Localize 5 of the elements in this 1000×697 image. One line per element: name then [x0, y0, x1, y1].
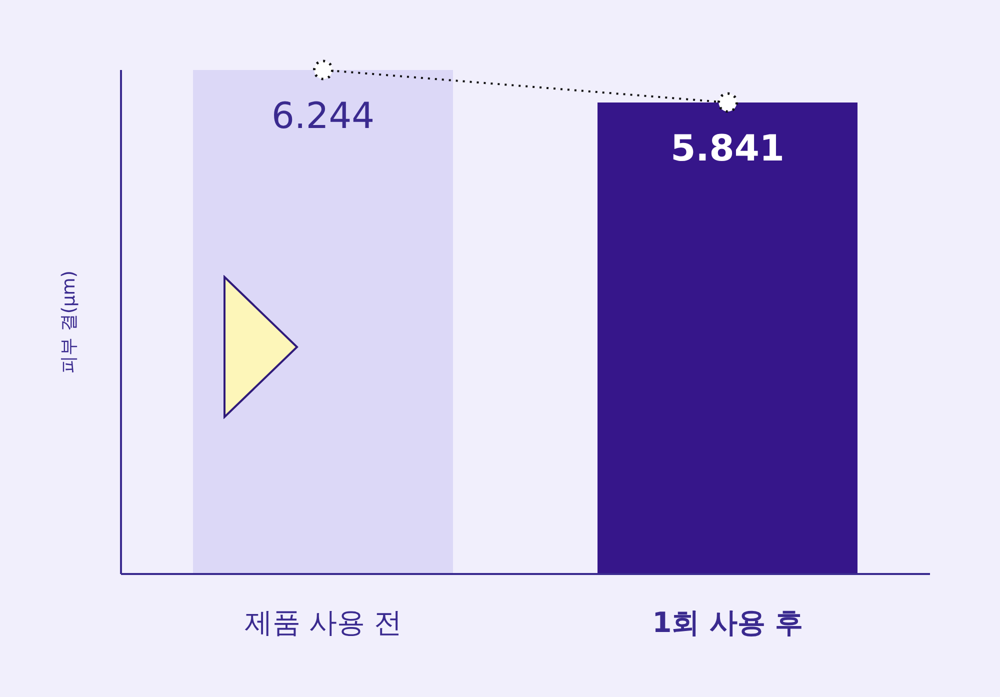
x-tick-label: 제품 사용 전 — [244, 606, 402, 639]
data-label: 5.841 — [670, 128, 784, 170]
y-axis-title: 피부 결(μm) — [58, 270, 80, 374]
x-tick-label: 1회 사용 후 — [652, 606, 804, 639]
data-label: 6.244 — [271, 96, 375, 137]
